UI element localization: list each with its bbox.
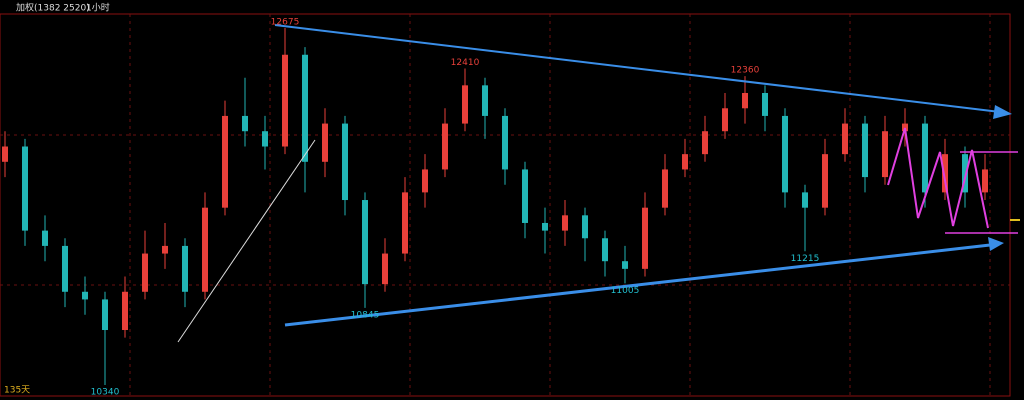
- candle-body: [242, 115, 248, 132]
- candle-body: [22, 146, 28, 231]
- trend-line: [274, 24, 1001, 113]
- drawings: [177, 24, 1020, 343]
- candle-body: [622, 261, 628, 269]
- candle-body: [102, 299, 108, 331]
- candle-body: [822, 154, 828, 208]
- candle-body: [942, 154, 948, 193]
- candle-body: [422, 169, 428, 193]
- candle-body: [882, 131, 888, 178]
- candle-body: [322, 123, 328, 162]
- candle-body: [742, 92, 748, 109]
- candle-body: [62, 245, 68, 292]
- candle-body: [182, 245, 188, 292]
- candle-body: [662, 169, 668, 208]
- extreme-label: 10845: [351, 310, 380, 320]
- candle-body: [522, 169, 528, 223]
- candle-body: [222, 115, 228, 208]
- candle-body: [342, 123, 348, 201]
- candle-body: [2, 146, 8, 162]
- candle-body: [82, 291, 88, 300]
- candle-body: [762, 92, 768, 116]
- extreme-label: 12360: [731, 66, 760, 76]
- extreme-label: 12675: [271, 17, 300, 27]
- candle-body: [542, 222, 548, 231]
- candle-body: [802, 192, 808, 208]
- candle-body: [602, 238, 608, 262]
- zigzag: [887, 127, 989, 229]
- trend-line: [284, 243, 991, 327]
- chart-title: 加权(1382 2520): [16, 2, 90, 14]
- price-marker: [1010, 219, 1020, 221]
- candle-body: [842, 123, 848, 155]
- candle-body: [122, 291, 128, 331]
- candle-body: [782, 115, 788, 193]
- candle-body: [962, 154, 968, 193]
- candle-body: [582, 215, 588, 239]
- candle-body: [722, 108, 728, 132]
- candle-body: [302, 54, 308, 162]
- candle-body: [462, 85, 468, 124]
- trend-line: [177, 139, 316, 343]
- candle-body: [922, 123, 928, 193]
- candle-body: [682, 154, 688, 170]
- candle-body: [362, 200, 368, 285]
- candle-body: [442, 123, 448, 170]
- candle-body: [862, 123, 868, 178]
- candle-body: [42, 230, 48, 246]
- candle-body: [402, 192, 408, 254]
- candle-body: [162, 245, 168, 254]
- candle-body: [902, 123, 908, 132]
- candle-body: [482, 85, 488, 116]
- candle-body: [702, 131, 708, 155]
- period[interactable]: 1小时: [86, 2, 110, 14]
- candle-body: [502, 115, 508, 170]
- extreme-label: 11215: [791, 254, 820, 264]
- candle-body: [262, 131, 268, 147]
- candle-body: [142, 253, 148, 292]
- candle-body: [982, 169, 988, 193]
- candle-body: [202, 207, 208, 292]
- extreme-label: 12410: [451, 58, 480, 68]
- candle-body: [642, 207, 648, 269]
- plot-frame: [0, 13, 1011, 397]
- candle-body: [282, 54, 288, 147]
- extreme-label: 10340: [91, 388, 120, 398]
- footer: 135天: [4, 386, 30, 396]
- candle-body: [382, 253, 388, 285]
- extreme-label: 11005: [611, 286, 640, 296]
- candle-body: [562, 215, 568, 231]
- arrow-head: [993, 105, 1012, 119]
- candles: [2, 27, 988, 386]
- arrow-head: [988, 237, 1004, 251]
